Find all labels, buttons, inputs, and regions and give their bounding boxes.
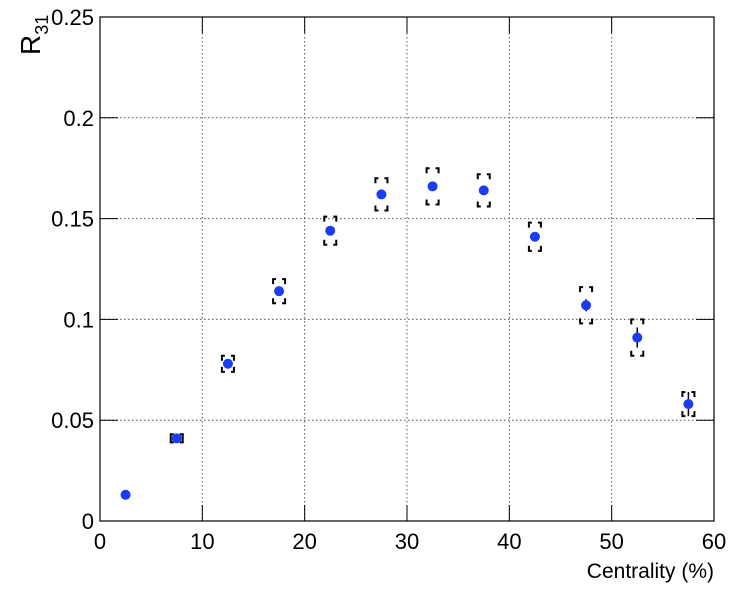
data-point [222,358,233,369]
data-point [632,332,643,343]
data-point [427,181,438,192]
y-tick-label: 0.15 [51,207,94,232]
data-point [683,399,694,410]
x-tick-label: 10 [190,529,214,554]
y-label-sub: 31 [32,15,52,35]
sys-error-bracket [425,167,440,206]
y-tick-label: 0.2 [63,106,94,131]
x-axis-label: Centrality (%) [587,560,714,583]
data-point [478,185,489,196]
x-tick-label: 30 [395,529,419,554]
data-point [529,231,540,242]
sys-error-bracket [630,318,645,357]
y-tick-label: 0 [82,509,94,534]
x-tick-label: 60 [702,529,726,554]
x-tick-label: 20 [292,529,316,554]
y-tick-label: 0.1 [63,307,94,332]
data-point [274,286,285,297]
y-axis-label: R31 [15,15,52,55]
sys-error-bracket [169,433,184,444]
sys-error-bracket [476,173,491,208]
x-tick-label: 0 [94,529,106,554]
data-point [171,433,182,444]
data-point [581,300,592,311]
sys-error-bracket [579,286,594,325]
sys-error-bracket [323,215,338,246]
sys-error-bracket [681,390,696,418]
y-tick-label: 0.25 [51,5,94,30]
plot-frame [99,16,715,522]
data-point [120,489,131,500]
sys-error-bracket [272,278,287,305]
y-tick-label: 0.05 [51,408,94,433]
x-tick-label: 50 [599,529,623,554]
data-point [325,225,336,236]
sys-error-bracket [527,221,542,252]
x-tick-label: 40 [497,529,521,554]
data-point [376,189,387,200]
sys-error-bracket [220,354,235,373]
y-label-main: R [15,35,46,55]
sys-error-bracket [374,177,389,212]
